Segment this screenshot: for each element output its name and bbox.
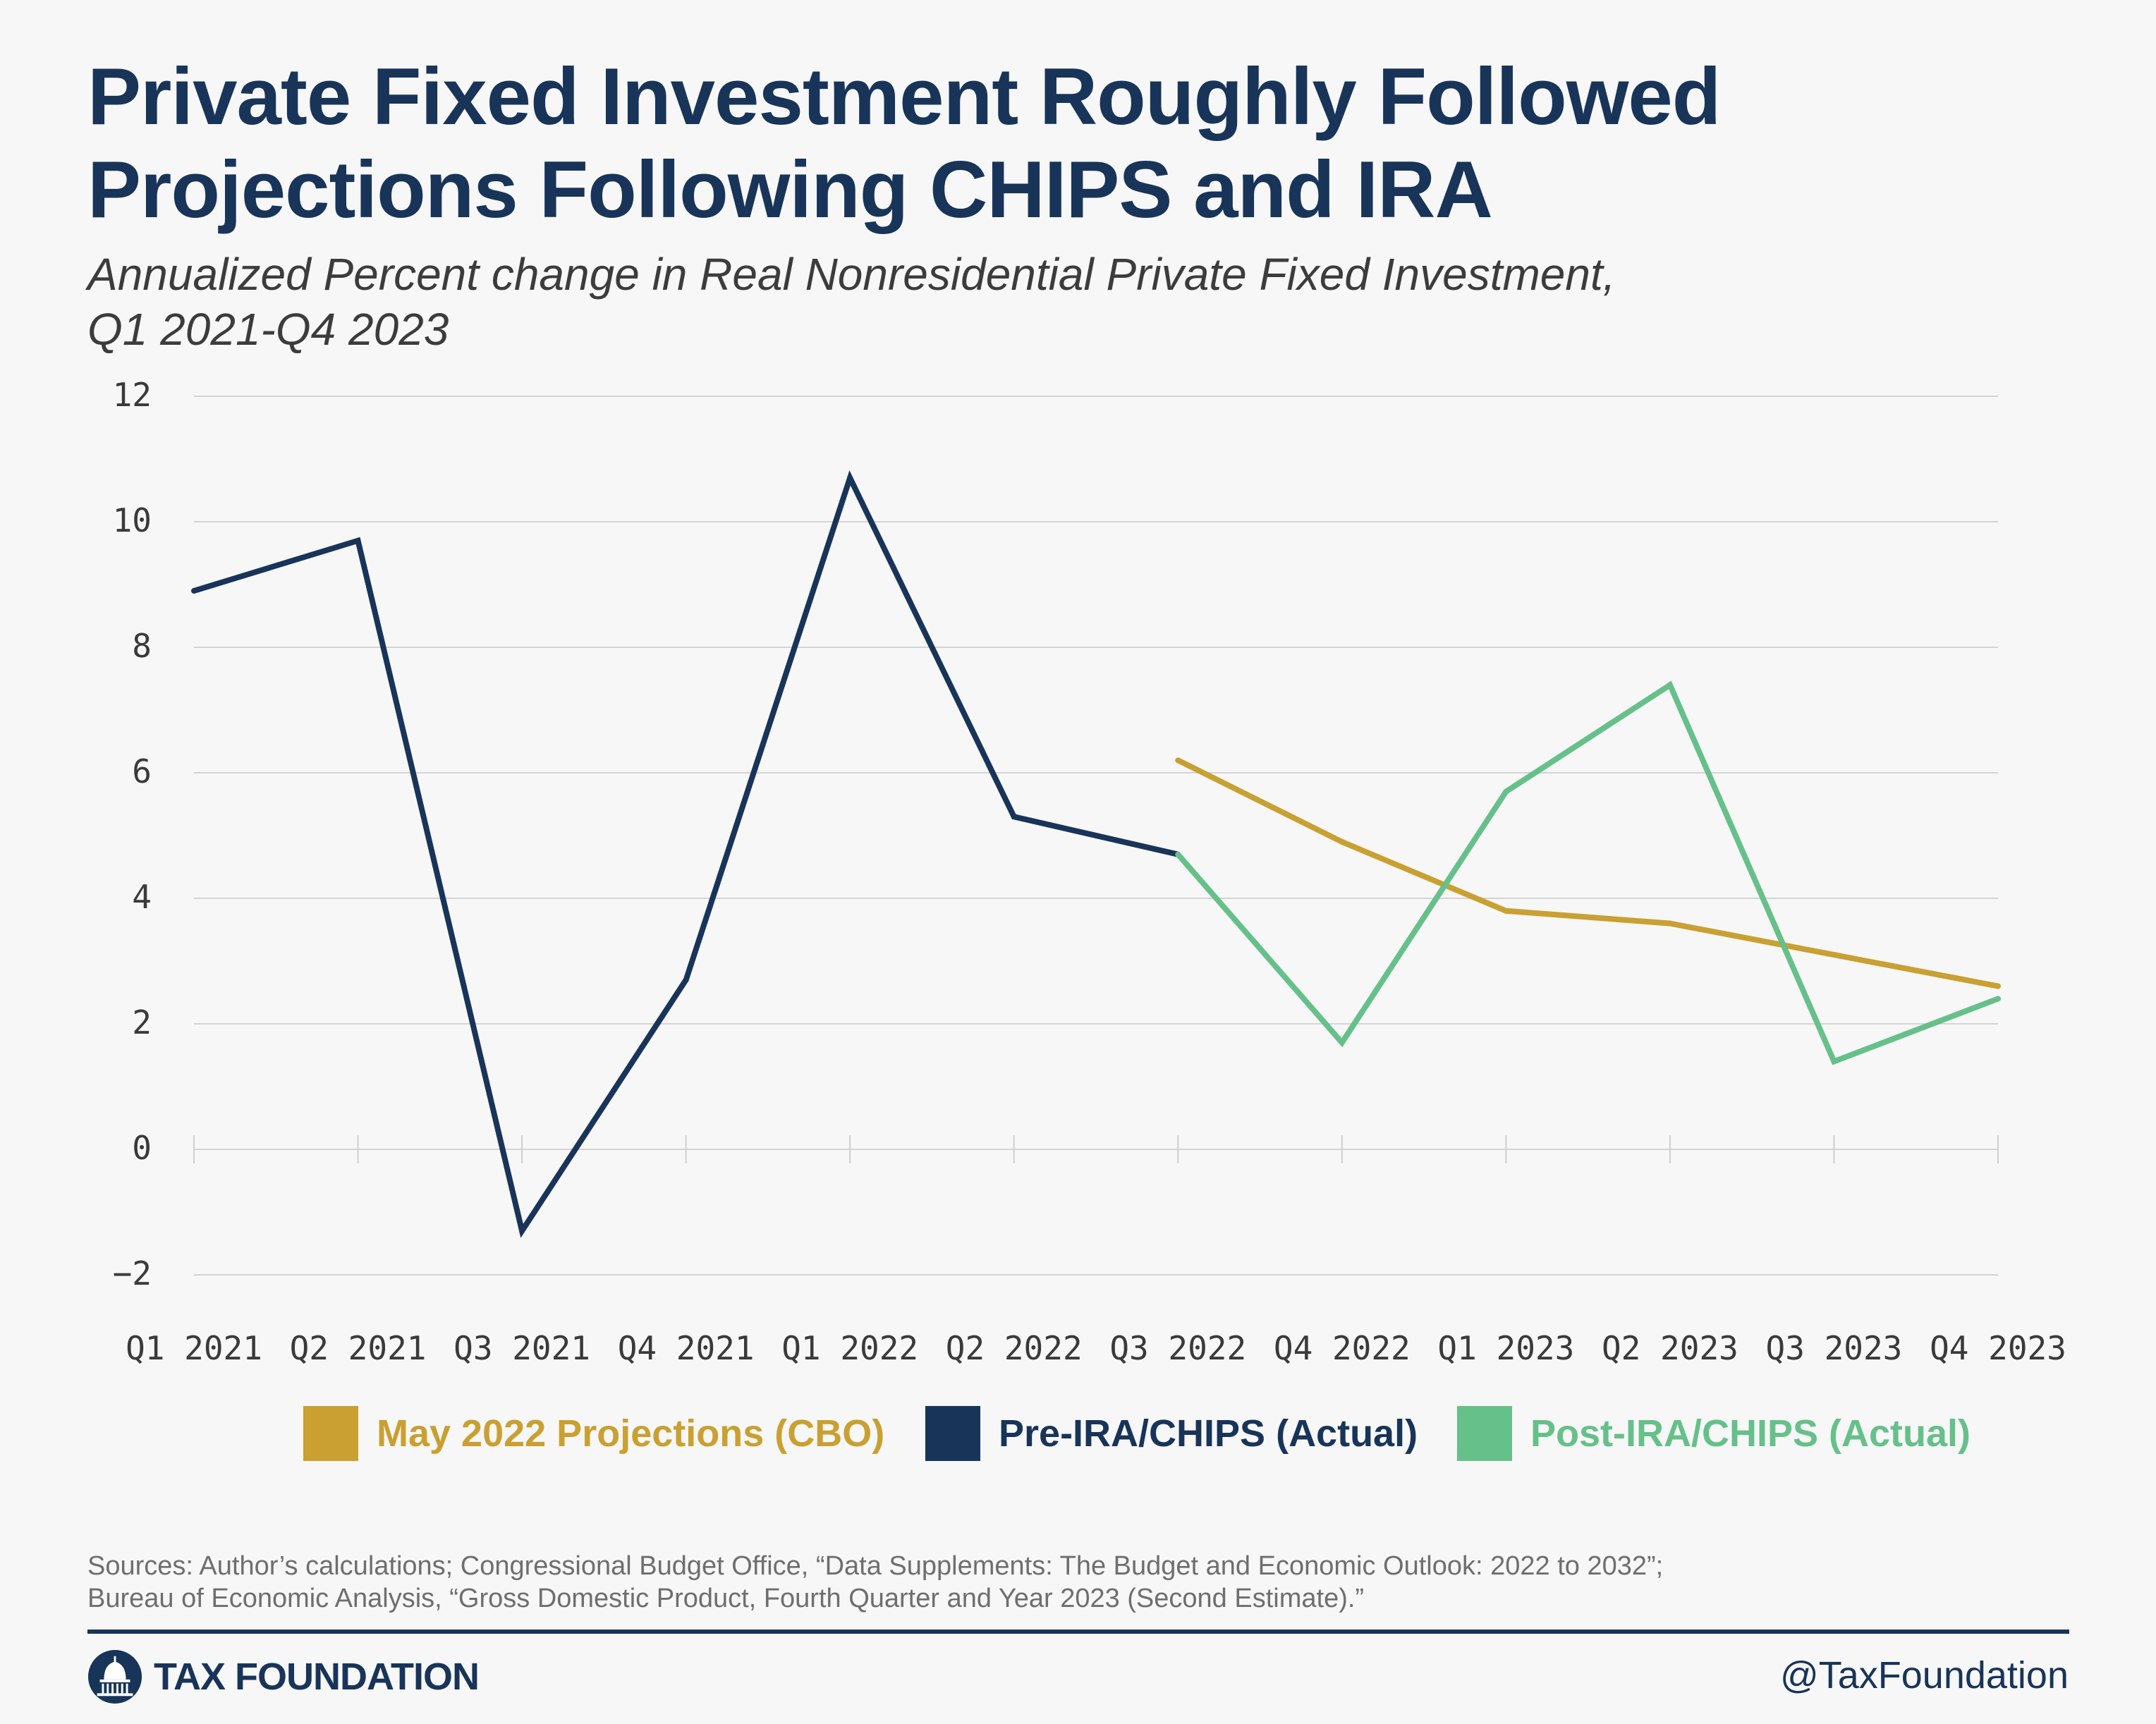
legend-item-cbo-projections: May 2022 Projections (CBO)	[303, 1402, 884, 1465]
legend: May 2022 Projections (CBO) Pre-IRA/CHIPS…	[0, 1402, 2156, 1465]
data-point-pre-ira-chips	[355, 537, 361, 544]
x-tick-label: Q4 2021	[618, 1329, 755, 1367]
brand-name: TAX FOUNDATION	[154, 1656, 480, 1698]
x-tick-label: Q1 2022	[781, 1329, 918, 1367]
chart-title-line-1: Private Fixed Investment Roughly Followe…	[87, 52, 1721, 142]
data-point-post-ira-chips	[1831, 1058, 1837, 1065]
source-line-2: Bureau of Economic Analysis, “Gross Dome…	[87, 1584, 1365, 1613]
data-point-cbo-projections	[1503, 907, 1509, 914]
data-point-cbo-projections	[1175, 757, 1181, 764]
series-lines	[191, 470, 2001, 1238]
data-point-cbo-projections	[1831, 952, 1837, 958]
legend-swatch-cbo-projections	[303, 1406, 358, 1461]
x-tick-label: Q2 2021	[290, 1329, 427, 1367]
data-point-post-ira-chips	[1995, 996, 2001, 1002]
data-point-post-ira-chips	[1175, 851, 1181, 857]
capitol-dome-icon	[87, 1649, 142, 1704]
legend-swatch-pre-ira-chips	[925, 1406, 980, 1461]
x-axis: Q1 2021 Q2 2021 Q3 2021 Q4 2021 Q1 2022 Q2 20…	[126, 1135, 2066, 1367]
source-line-1: Sources: Author’s calculations; Congress…	[87, 1551, 1664, 1581]
x-tick-label: Q4 2023	[1930, 1329, 2066, 1367]
chart-subtitle-line-1: Annualized Percent change in Real Nonres…	[87, 249, 1616, 300]
chart-title: Private Fixed Investment Roughly Followe…	[87, 51, 2062, 237]
chart-subtitle: Annualized Percent change in Real Nonres…	[87, 247, 1921, 357]
series-line-post-ira-chips	[1176, 680, 1999, 1065]
footer-divider	[87, 1630, 2069, 1634]
y-tick-label: 8	[132, 627, 152, 665]
y-axis: 12 10 8 6 4 2 0 −2	[113, 376, 152, 1292]
x-tick-label: Q3 2023	[1766, 1329, 1903, 1367]
data-point-pre-ira-chips	[847, 475, 853, 481]
legend-label-pre-ira-chips: Pre-IRA/CHIPS (Actual)	[999, 1412, 1418, 1455]
y-tick-label: 12	[113, 376, 152, 414]
y-tick-label: 0	[132, 1129, 152, 1167]
x-tick-label: Q4 2022	[1274, 1329, 1411, 1367]
x-tick-label: Q1 2021	[126, 1329, 262, 1367]
data-point-cbo-projections	[1995, 983, 2001, 989]
x-tick-label: Q1 2023	[1437, 1329, 1574, 1367]
data-point-cbo-projections	[1339, 838, 1345, 845]
y-tick-label: 10	[113, 501, 152, 539]
data-point-pre-ira-chips	[683, 977, 689, 983]
data-point-post-ira-chips	[1503, 788, 1509, 795]
data-point-pre-ira-chips	[1011, 814, 1017, 820]
chart-subtitle-line-2: Q1 2021-Q4 2023	[87, 304, 449, 355]
x-tick-label: Q2 2022	[946, 1329, 1083, 1367]
gridlines	[194, 396, 1998, 1276]
chart-title-line-2: Projections Following CHIPS and IRA	[87, 145, 1493, 235]
data-point-post-ira-chips	[1667, 682, 1673, 688]
legend-item-post-ira-chips: Post-IRA/CHIPS (Actual)	[1457, 1402, 1971, 1465]
x-tick-label: Q2 2023	[1602, 1329, 1738, 1367]
legend-item-pre-ira-chips: Pre-IRA/CHIPS (Actual)	[925, 1402, 1418, 1465]
y-tick-label: 2	[132, 1003, 152, 1041]
tax-foundation-logo: TAX FOUNDATION	[87, 1649, 480, 1705]
legend-swatch-post-ira-chips	[1457, 1406, 1512, 1461]
data-point-pre-ira-chips	[191, 587, 197, 594]
y-tick-label: −2	[113, 1254, 152, 1292]
legend-label-post-ira-chips: Post-IRA/CHIPS (Actual)	[1530, 1412, 1971, 1455]
series-line-pre-ira-chips	[193, 470, 1179, 1238]
legend-label-cbo-projections: May 2022 Projections (CBO)	[377, 1412, 885, 1455]
data-point-post-ira-chips	[1339, 1039, 1345, 1046]
data-point-cbo-projections	[1667, 920, 1673, 927]
line-chart: 12 10 8 6 4 2 0 −2 Q1 2021 Q2 2021 Q3 2021 Q4 2021…	[113, 376, 2066, 1367]
series-line-cbo-projections	[1176, 757, 1999, 989]
x-tick-label: Q3 2022	[1109, 1329, 1246, 1367]
y-tick-label: 6	[132, 752, 152, 790]
y-tick-label: 4	[132, 878, 152, 916]
x-tick-label: Q3 2021	[453, 1329, 590, 1367]
source-note: Sources: Author’s calculations; Congress…	[87, 1550, 2062, 1615]
twitter-handle[interactable]: @TaxFoundation	[1779, 1654, 2069, 1697]
data-point-pre-ira-chips	[519, 1228, 525, 1234]
